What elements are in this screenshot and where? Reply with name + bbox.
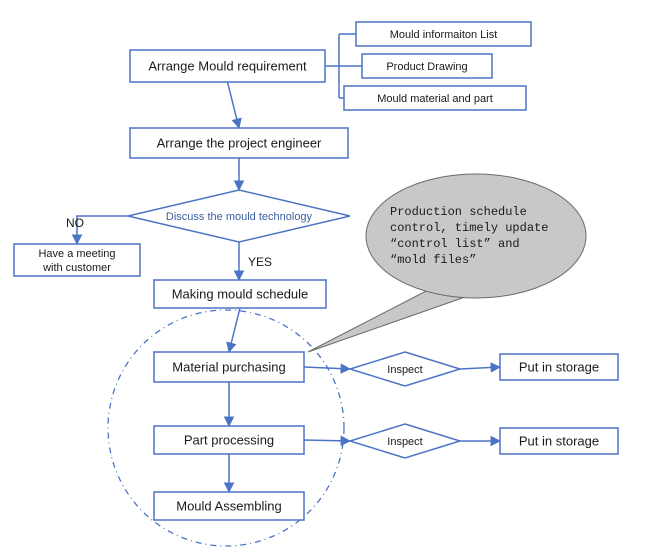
node-label-schedule: Making mould schedule bbox=[172, 286, 309, 301]
node-label-assembling: Mould Assembling bbox=[176, 498, 282, 513]
node-label-mat_purch: Material purchasing bbox=[172, 359, 285, 374]
node-label-meeting-1: Have a meeting bbox=[38, 248, 115, 260]
node-label-storage2: Put in storage bbox=[519, 433, 599, 448]
node-label-inspect2: Inspect bbox=[387, 436, 422, 448]
node-label-arrange_req: Arrange Mould requirement bbox=[148, 58, 307, 73]
node-label-mat_part: Mould material and part bbox=[377, 93, 493, 105]
node-label-discuss: Discuss the mould technology bbox=[166, 211, 313, 223]
node-label-part_proc: Part processing bbox=[184, 432, 274, 447]
node-label-prod_draw: Product Drawing bbox=[386, 61, 467, 73]
edge-label-yes: YES bbox=[248, 255, 272, 269]
node-label-proj_eng: Arrange the project engineer bbox=[157, 135, 322, 150]
callout-line4: “mold files” bbox=[390, 253, 476, 267]
node-label-inspect1: Inspect bbox=[387, 364, 422, 376]
callout-line1: Production schedule bbox=[390, 205, 527, 219]
edge-label-no: NO bbox=[66, 216, 84, 230]
callout-line2: control, timely update bbox=[390, 221, 548, 235]
flowchart-canvas: Production schedule control, timely upda… bbox=[0, 0, 658, 556]
callout-bubble: Production schedule control, timely upda… bbox=[308, 174, 586, 352]
node-label-info_list: Mould informaiton List bbox=[390, 29, 498, 41]
node-label-storage1: Put in storage bbox=[519, 359, 599, 374]
callout-line3: “control list” and bbox=[390, 237, 520, 251]
node-label-meeting-2: with customer bbox=[42, 262, 111, 274]
